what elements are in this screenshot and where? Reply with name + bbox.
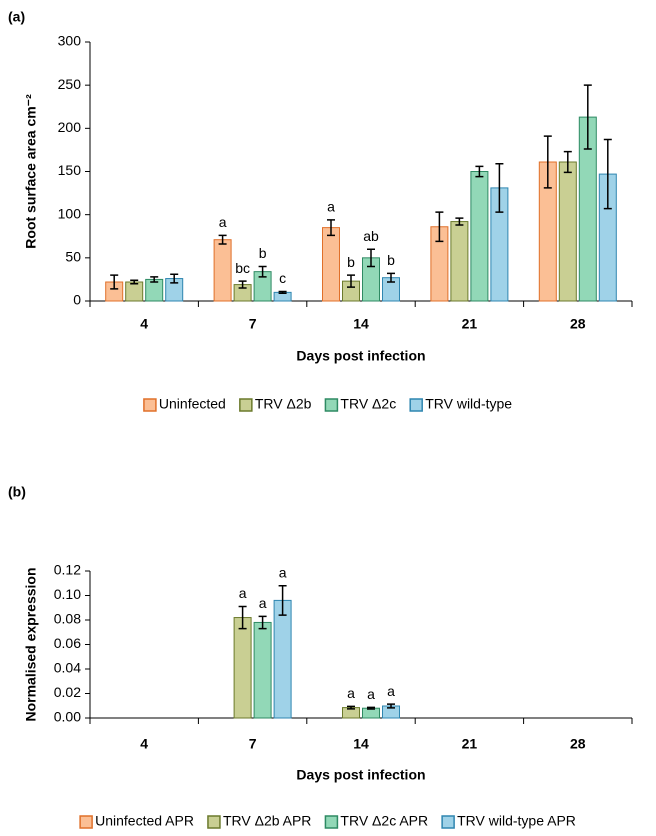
significance-letter: a xyxy=(327,199,335,215)
error-bar xyxy=(238,280,247,289)
legend-label: Uninfected xyxy=(159,396,226,412)
significance-letter: a xyxy=(259,595,267,611)
y-tick-label: 200 xyxy=(58,119,82,135)
bar xyxy=(273,599,292,719)
error-bar xyxy=(387,272,395,283)
significance-letter: bc xyxy=(235,260,250,276)
significance-letter: a xyxy=(219,214,227,230)
error-bar xyxy=(603,138,612,210)
error-bar xyxy=(455,217,464,226)
legend-swatch xyxy=(324,815,339,829)
legend-label: TRV Δ2c xyxy=(340,396,396,412)
significance-letter: a xyxy=(387,683,395,699)
error-bar xyxy=(258,265,267,278)
significance-letter: a xyxy=(347,685,355,701)
y-tick-label: 100 xyxy=(58,205,82,221)
legend-swatch xyxy=(409,398,423,412)
y-tick-label: 250 xyxy=(58,76,82,92)
significance-letter: ab xyxy=(363,228,379,244)
bar xyxy=(322,227,340,302)
error-bar xyxy=(130,279,139,285)
bar xyxy=(450,221,469,302)
y-tick-label: 50 xyxy=(65,249,81,265)
error-bar xyxy=(475,165,484,178)
legend-swatch xyxy=(79,815,93,829)
bar xyxy=(125,281,144,302)
error-bar xyxy=(367,706,375,710)
error-bar xyxy=(278,584,287,616)
x-tick-label: 28 xyxy=(570,316,586,332)
x-tick-label: 21 xyxy=(462,736,478,752)
error-bar xyxy=(278,290,287,294)
bar xyxy=(470,171,489,302)
y-tick-label: 150 xyxy=(58,162,82,178)
y-tick-label: 0 xyxy=(73,292,81,308)
significance-letter: b xyxy=(387,252,395,268)
legend-label: TRV Δ2c APR xyxy=(340,813,428,829)
x-tick-label: 21 xyxy=(462,316,478,332)
legend-label: TRV Δ2b xyxy=(255,396,312,412)
x-tick-label: 7 xyxy=(249,316,257,332)
significance-letter: a xyxy=(239,585,247,601)
error-bar xyxy=(258,615,267,630)
error-bar xyxy=(583,84,592,150)
error-bar xyxy=(327,219,335,237)
x-tick-label: 4 xyxy=(140,316,148,332)
legend-label: TRV Δ2b APR xyxy=(223,813,311,829)
panel-label: (a) xyxy=(8,9,25,25)
y-axis-title: Normalised expression xyxy=(23,567,39,721)
legend-swatch xyxy=(239,398,253,412)
error-bar xyxy=(563,150,572,174)
error-bar xyxy=(347,705,355,710)
bar xyxy=(558,161,577,302)
y-tick-label: 0.08 xyxy=(54,611,81,627)
legend-swatch xyxy=(441,815,455,829)
y-tick-label: 0.06 xyxy=(54,635,81,651)
significance-letter: b xyxy=(347,254,355,270)
significance-letter: c xyxy=(279,270,286,286)
x-tick-label: 7 xyxy=(249,736,257,752)
error-bar xyxy=(387,703,395,709)
legend-swatch xyxy=(207,815,221,829)
error-bar xyxy=(170,273,179,284)
y-axis-title: Root surface area cm⁻² xyxy=(23,94,39,249)
x-tick-label: 14 xyxy=(353,316,369,332)
legend-swatch xyxy=(143,398,157,412)
x-tick-label: 14 xyxy=(353,736,369,752)
legend-label: TRV wild-type APR xyxy=(457,813,576,829)
x-axis-title: Days post infection xyxy=(296,348,425,364)
significance-letter: b xyxy=(259,245,267,261)
error-bar xyxy=(150,276,159,283)
significance-letter: a xyxy=(367,686,375,702)
error-bar xyxy=(435,211,444,243)
error-bar xyxy=(347,274,355,288)
error-bar xyxy=(238,605,247,630)
legend-label: Uninfected APR xyxy=(95,813,194,829)
error-bar xyxy=(495,162,504,213)
error-bar xyxy=(110,274,119,290)
x-axis-title: Days post infection xyxy=(296,767,425,783)
legend-swatch xyxy=(324,398,339,412)
y-tick-label: 300 xyxy=(58,33,82,49)
significance-letter: a xyxy=(279,564,287,580)
legend: Uninfected TRV Δ2b TRV Δ2c TRV wild-type xyxy=(143,396,512,412)
y-tick-label: 0.02 xyxy=(54,684,81,700)
panel-label: (b) xyxy=(8,484,26,500)
bar xyxy=(213,239,232,302)
y-tick-label: 0.00 xyxy=(54,709,81,725)
x-tick-label: 28 xyxy=(570,736,586,752)
error-bar xyxy=(543,135,552,189)
bar xyxy=(233,617,252,719)
y-tick-label: 0.12 xyxy=(54,562,81,578)
x-tick-label: 4 xyxy=(140,736,148,752)
y-tick-label: 0.10 xyxy=(54,586,81,602)
error-bar xyxy=(218,234,227,245)
error-bar xyxy=(367,248,375,268)
legend-label: TRV wild-type xyxy=(425,396,512,412)
y-tick-label: 0.04 xyxy=(54,660,81,676)
legend: Uninfected APR TRV Δ2b APR TRV Δ2c APR TRV … xyxy=(79,813,576,829)
bar xyxy=(253,621,272,719)
